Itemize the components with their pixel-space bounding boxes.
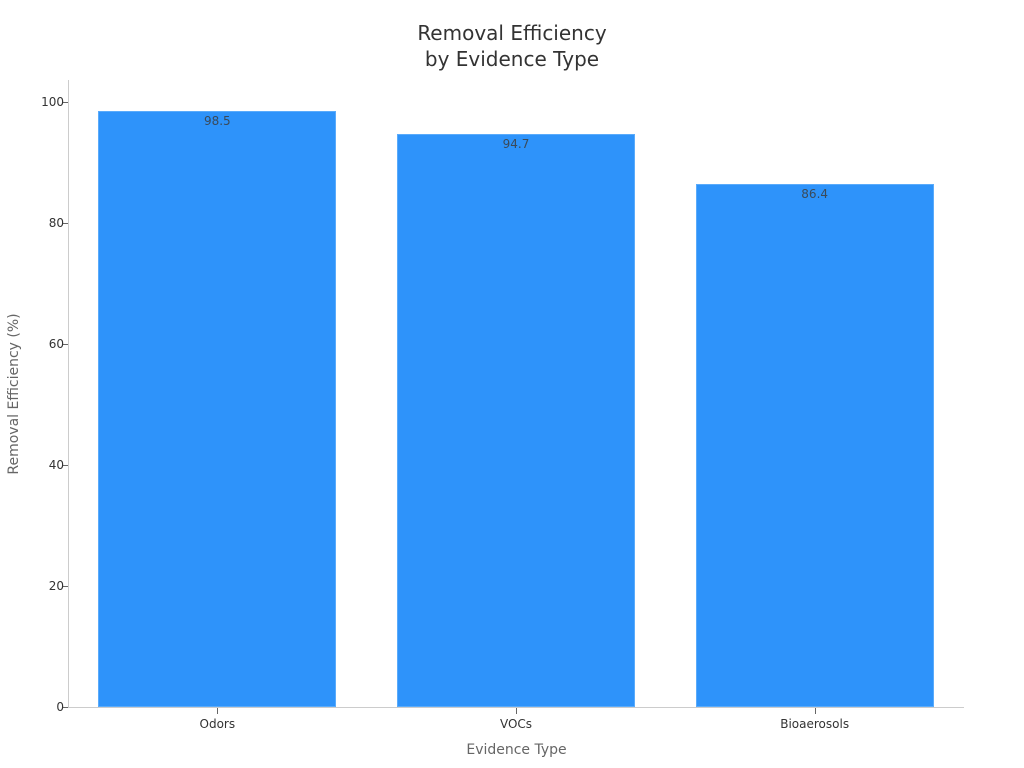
y-tick-label: 20 bbox=[48, 579, 64, 593]
data-label: 86.4 bbox=[801, 187, 829, 202]
y-tick bbox=[62, 465, 68, 466]
x-tick bbox=[217, 708, 219, 714]
x-tick bbox=[516, 708, 517, 714]
bar-bioaerosols[interactable] bbox=[695, 184, 934, 707]
bar-vocs[interactable] bbox=[397, 134, 635, 707]
y-tick-label: 0 bbox=[56, 700, 64, 714]
x-tick-label: Bioaerosols bbox=[780, 717, 850, 731]
data-label: 98.5 bbox=[203, 114, 231, 129]
x-axis-line bbox=[68, 707, 964, 708]
y-tick bbox=[62, 586, 68, 587]
y-tick bbox=[62, 707, 68, 708]
x-tick bbox=[814, 708, 816, 714]
y-tick bbox=[62, 344, 68, 345]
y-tick-label: 100 bbox=[41, 95, 64, 109]
y-axis-title: Removal Efficiency (%) bbox=[6, 313, 22, 475]
x-tick-label: VOCs bbox=[499, 717, 533, 731]
y-tick bbox=[62, 102, 68, 103]
x-axis-title: Evidence Type bbox=[466, 742, 567, 758]
chart-title-line-2: by Evidence Type bbox=[424, 47, 600, 71]
chart-title: Removal Efficiency by Evidence Type bbox=[0, 20, 1024, 72]
bar-odors[interactable] bbox=[98, 111, 337, 707]
y-tick-label: 80 bbox=[48, 216, 64, 230]
y-tick-label: 60 bbox=[48, 337, 64, 351]
y-tick-label: 40 bbox=[48, 458, 64, 472]
y-tick bbox=[62, 223, 68, 224]
chart-title-line-1: Removal Efficiency bbox=[417, 21, 607, 45]
x-tick-label: Odors bbox=[199, 717, 236, 731]
y-axis-line bbox=[68, 80, 69, 708]
data-label: 94.7 bbox=[502, 137, 530, 152]
